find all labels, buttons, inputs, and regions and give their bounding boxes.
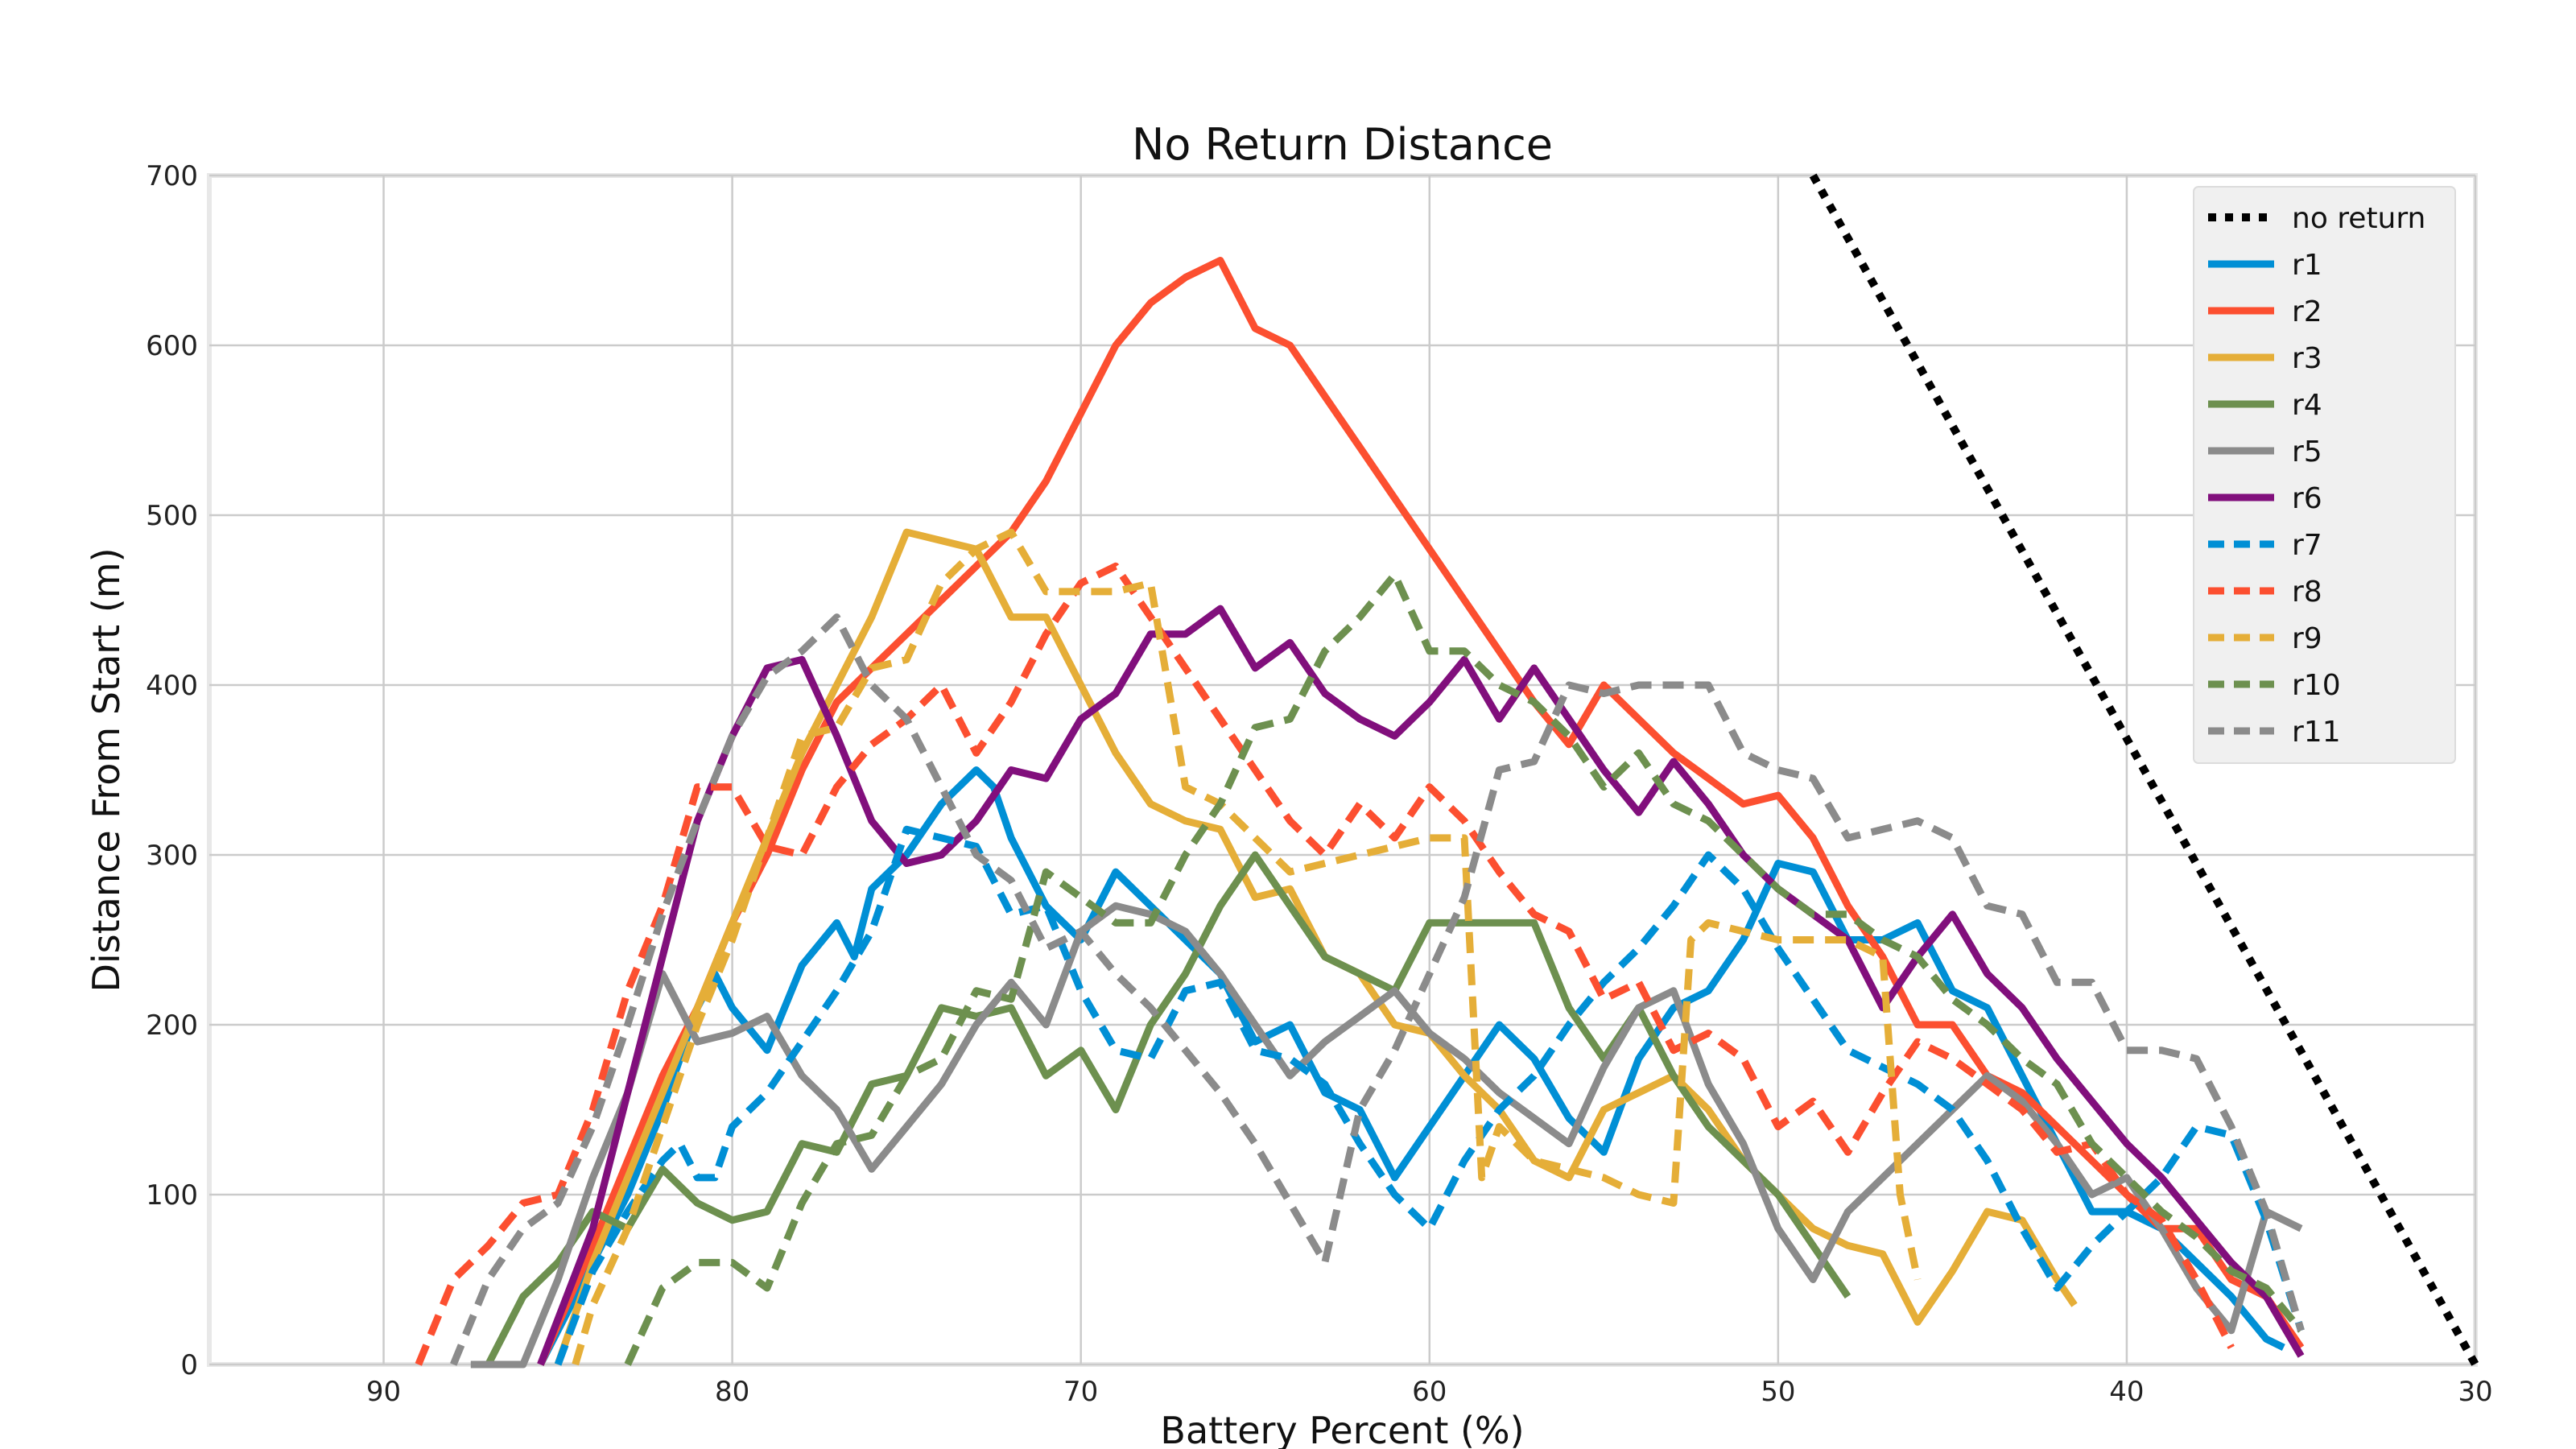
legend-label-r8: r8 <box>2292 576 2322 609</box>
x-tick-label: 40 <box>2109 1376 2144 1408</box>
x-tick-label: 80 <box>715 1376 749 1408</box>
x-tick-label: 60 <box>1412 1376 1447 1408</box>
y-tick-label: 0 <box>180 1349 198 1381</box>
legend-label-r3: r3 <box>2292 342 2322 375</box>
y-tick-label: 500 <box>146 500 198 532</box>
legend-label-r5: r5 <box>2292 436 2322 469</box>
x-tick-label: 70 <box>1063 1376 1098 1408</box>
y-tick-label: 700 <box>146 160 198 192</box>
y-tick-label: 600 <box>146 330 198 362</box>
y-tick-label: 100 <box>146 1179 198 1212</box>
x-axis-label: Battery Percent (%) <box>1160 1409 1524 1449</box>
x-tick-label: 30 <box>2458 1376 2492 1408</box>
y-tick-label: 400 <box>146 670 198 702</box>
legend-label-r7: r7 <box>2292 529 2322 562</box>
legend-label-no-return: no return <box>2292 202 2425 235</box>
x-tick-label: 90 <box>366 1376 401 1408</box>
legend-label-r6: r6 <box>2292 482 2322 515</box>
legend: no return r1 r2 r3 r4 r5 r6 r7 r8 r9 r10 r11 <box>2194 187 2455 763</box>
legend-label-r4: r4 <box>2292 389 2322 422</box>
legend-label-r11: r11 <box>2292 716 2341 749</box>
legend-label-r2: r2 <box>2292 295 2322 328</box>
chart-title: No Return Distance <box>1132 119 1553 170</box>
y-tick-label: 300 <box>146 840 198 872</box>
legend-label-r1: r1 <box>2292 249 2322 282</box>
y-tick-label: 200 <box>146 1009 198 1042</box>
x-tick-label: 50 <box>1761 1376 1795 1408</box>
legend-label-r9: r9 <box>2292 622 2322 655</box>
y-axis-label: Distance From Start (m) <box>85 547 128 992</box>
legend-label-r10: r10 <box>2292 669 2341 702</box>
